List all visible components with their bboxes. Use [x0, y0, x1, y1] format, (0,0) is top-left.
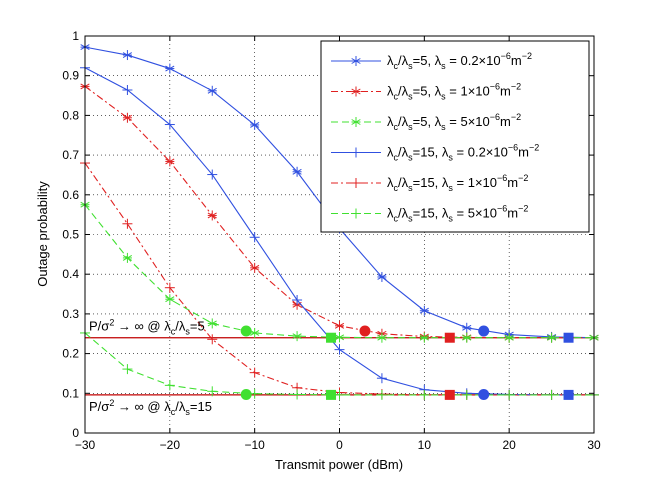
- data-point: [250, 327, 260, 338]
- data-point: [207, 334, 218, 345]
- data-point: [250, 262, 260, 273]
- data-point: [377, 332, 387, 343]
- data-point: [376, 389, 387, 400]
- data-point: [207, 85, 217, 96]
- legend-label: λc/λs=5, λs = 0.2×10−6m−2: [387, 51, 532, 71]
- data-point: [164, 282, 175, 293]
- legend-item: λc/λs=15, λs = 0.2×10−6m−2: [331, 143, 539, 163]
- data-point: [292, 295, 303, 306]
- convergence-circle: [478, 388, 490, 400]
- legend-label: λc/λs=15, λs = 0.2×10−6m−2: [387, 143, 539, 163]
- legend-item: λc/λs=5, λs = 1×10−6m−2: [331, 82, 521, 102]
- legend-label: λc/λs=5, λs = 1×10−6m−2: [387, 82, 521, 102]
- y-tick-label: 0.6: [62, 188, 79, 202]
- reference-labels: P/σ2 → ∞ @ λc/λs=5 P/σ2 → ∞ @ λc/λs=15: [89, 318, 212, 417]
- x-tick-label: −10: [244, 438, 265, 452]
- data-point: [164, 380, 175, 391]
- data-point: [462, 332, 472, 343]
- data-point: [207, 386, 218, 397]
- convergence-circle: [478, 325, 490, 337]
- data-point: [377, 271, 387, 282]
- data-point: [165, 156, 175, 167]
- convergence-square: [563, 389, 574, 400]
- x-tick-label: 20: [502, 438, 516, 452]
- data-point: [122, 218, 133, 229]
- convergence-square: [444, 389, 455, 400]
- data-point: [164, 119, 175, 130]
- data-point: [461, 389, 472, 400]
- convergence-circle: [240, 325, 252, 337]
- data-point: [122, 364, 133, 375]
- axis-ticks: −30 −20 −10 0 10 20 30 0 0.1 0.2 0.3 0.4 0.5 0.6 0.7 0.…: [62, 29, 601, 452]
- y-tick-label: 0: [72, 426, 79, 440]
- data-point: [292, 331, 302, 342]
- convergence-square: [444, 332, 455, 343]
- y-tick-label: 0.8: [62, 108, 79, 122]
- data-point: [419, 389, 430, 400]
- data-point: [122, 112, 132, 123]
- data-point: [165, 294, 175, 305]
- asymptote-label: P/σ2 → ∞ @ λc/λs=15: [89, 398, 212, 417]
- y-tick-label: 0.3: [62, 307, 79, 321]
- legend-item: λc/λs=5, λs = 5×10−6m−2: [331, 112, 521, 132]
- data-point: [504, 332, 514, 343]
- data-point: [207, 210, 217, 221]
- data-point: [334, 389, 345, 400]
- y-tick-label: 0.1: [62, 386, 79, 400]
- legend: λc/λs=5, λs = 0.2×10−6m−2 λc/λs=5, λs = 1…: [320, 40, 590, 233]
- data-point: [122, 50, 132, 61]
- x-tick-label: −30: [75, 438, 96, 452]
- x-tick-label: 30: [587, 438, 601, 452]
- y-axis-label: Outage probability: [35, 181, 50, 287]
- y-tick-label: 0.5: [62, 228, 79, 242]
- convergence-square: [326, 332, 337, 343]
- y-tick-label: 0.4: [62, 267, 79, 281]
- data-point: [419, 305, 429, 316]
- data-point: [334, 320, 345, 331]
- y-tick-label: 0.2: [62, 347, 79, 361]
- legend-label: λc/λs=15, λs = 5×10−6m−2: [387, 204, 528, 224]
- data-point: [250, 119, 260, 130]
- convergence-square: [326, 389, 337, 400]
- legend-item: λc/λs=15, λs = 1×10−6m−2: [331, 173, 528, 193]
- data-point: [249, 232, 260, 243]
- asymptote-label: P/σ2 → ∞ @ λc/λs=5: [89, 318, 205, 337]
- data-point: [462, 322, 472, 333]
- data-point: [376, 373, 387, 384]
- data-point: [547, 332, 557, 343]
- data-point: [292, 389, 303, 400]
- legend-item: λc/λs=15, λs = 5×10−6m−2: [331, 204, 528, 224]
- y-tick-label: 0.7: [62, 148, 79, 162]
- convergence-square: [563, 332, 574, 343]
- x-axis-label: Transmit power (dBm): [275, 457, 403, 472]
- legend-box: [320, 40, 590, 233]
- x-tick-label: 10: [418, 438, 432, 452]
- data-point: [504, 389, 515, 400]
- data-point: [419, 332, 429, 343]
- x-tick-label: −20: [160, 438, 181, 452]
- legend-label: λc/λs=15, λs = 1×10−6m−2: [387, 173, 528, 193]
- data-point: [207, 318, 217, 329]
- legend-item: λc/λs=5, λs = 0.2×10−6m−2: [331, 51, 532, 71]
- legend-label: λc/λs=5, λs = 5×10−6m−2: [387, 112, 521, 132]
- data-point: [292, 166, 302, 177]
- convergence-markers: [240, 325, 574, 400]
- data-point: [122, 84, 133, 95]
- data-point: [334, 344, 345, 355]
- data-point: [165, 63, 175, 74]
- x-tick-label: 0: [336, 438, 343, 452]
- y-tick-label: 0.9: [62, 69, 79, 83]
- convergence-circle: [359, 325, 371, 337]
- data-point: [546, 389, 557, 400]
- data-point: [207, 169, 218, 180]
- data-point: [334, 332, 345, 343]
- y-tick-label: 1: [72, 29, 79, 43]
- data-point: [122, 252, 132, 263]
- data-point: [249, 367, 260, 378]
- convergence-circle: [240, 388, 252, 400]
